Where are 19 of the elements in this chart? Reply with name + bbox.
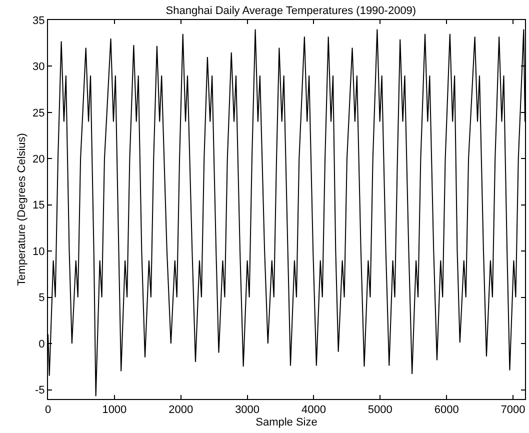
y-tick-label: 15 bbox=[32, 200, 45, 212]
x-axis-title: Sample Size bbox=[256, 416, 318, 428]
y-tick-label: 35 bbox=[32, 14, 45, 27]
x-tick-label: 2000 bbox=[168, 404, 194, 416]
y-tick-label: 0 bbox=[38, 338, 45, 350]
x-tick-label: 4000 bbox=[302, 404, 326, 416]
x-tick-label: 6000 bbox=[434, 404, 459, 416]
y-tick-label: 10 bbox=[32, 246, 45, 258]
y-tick-label: 20 bbox=[32, 154, 45, 166]
y-axis-title: Temperature (Degrees Celsius) bbox=[16, 133, 28, 286]
chart-title: Shanghai Daily Average Temperatures (1990-2009) bbox=[166, 5, 416, 18]
x-tick-label: 1000 bbox=[102, 404, 127, 416]
x-tick-label: 3000 bbox=[235, 404, 260, 416]
y-tick-label: 30 bbox=[32, 61, 45, 74]
y-tick-label: -5 bbox=[35, 384, 45, 397]
y-tick-label: 25 bbox=[32, 107, 45, 120]
x-tick-label: 7000 bbox=[500, 404, 526, 416]
y-tick-label: 5 bbox=[38, 292, 45, 304]
x-tick-label: 5000 bbox=[368, 404, 392, 416]
